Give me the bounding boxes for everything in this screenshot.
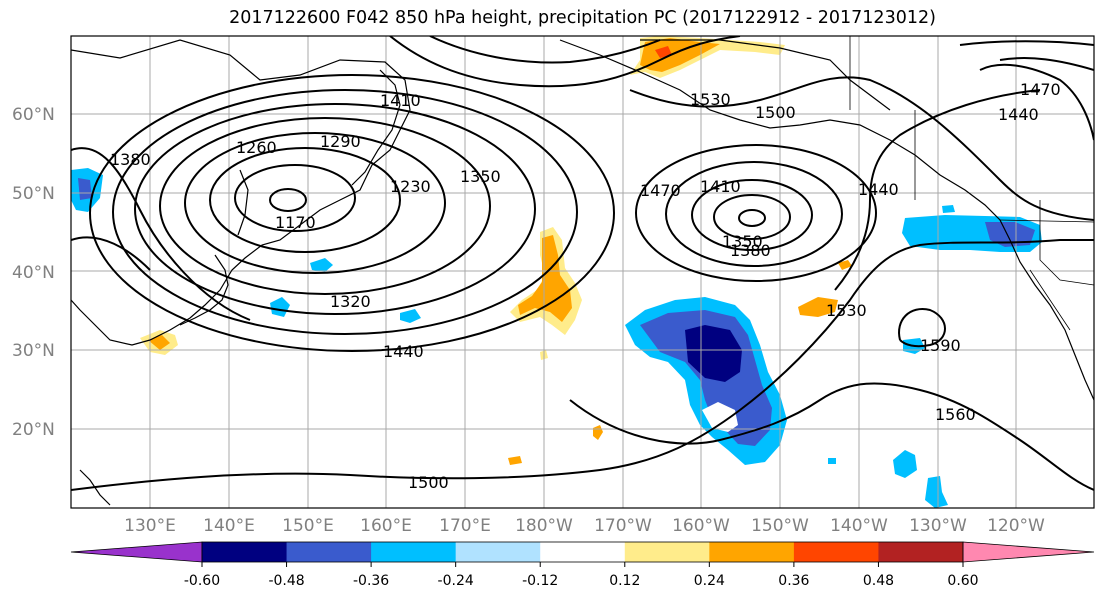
contour-label: 1380 [730, 241, 771, 260]
contour-label: 1440 [858, 180, 899, 199]
lat-label: 50°N [12, 184, 55, 204]
contour-label: 1410 [380, 91, 421, 110]
contour-1440-east [834, 89, 1041, 291]
contour-1380-west [71, 147, 251, 321]
colorbar-tick-label: 0.36 [778, 573, 809, 589]
kamchatka-coast [351, 69, 401, 186]
lat-label: 40°N [12, 263, 55, 283]
colorbar-swatch [286, 542, 372, 562]
latitude-labels: 60°N 50°N 40°N 30°N 20°N [12, 105, 55, 440]
precipitation-shading [71, 36, 1042, 508]
contour-label: 1560 [935, 405, 976, 424]
lon-label: 170°E [439, 516, 491, 536]
lon-label: 120°W [987, 516, 1045, 536]
contour-label: 1470 [1020, 80, 1061, 99]
lat-label: 20°N [12, 420, 55, 440]
contour-1500 [71, 239, 1094, 491]
colorbar-swatch [878, 542, 964, 562]
lon-label: 150°W [751, 516, 809, 536]
colorbar-extend-high [962, 541, 1095, 563]
colorbar-swatch [202, 542, 288, 562]
colorbar: -0.60 -0.48 -0.36 -0.24 -0.12 0.12 0.24 0.36 0.4… [70, 541, 1095, 589]
contour-1560 [569, 382, 1094, 491]
contour-label: 1380 [110, 150, 151, 169]
contour-label: 1410 [700, 177, 741, 196]
contour-low-east-1350 [738, 209, 766, 227]
contour-labels: 1260 1290 1230 1350 1170 1410 1470 1410 … [110, 80, 1061, 492]
contour-1530 [629, 76, 1094, 221]
colorbar-tick-label: -0.24 [438, 573, 474, 589]
contour-label: 1590 [920, 336, 961, 355]
graticule [71, 36, 1094, 508]
colorbar-tick-label: 0.12 [609, 573, 640, 589]
contour-label: 1530 [826, 301, 867, 320]
lon-label: 160°E [360, 516, 412, 536]
colorbar-tick-label: -0.36 [353, 573, 389, 589]
contour-1590 [898, 308, 946, 348]
lon-label: 160°W [672, 516, 730, 536]
map-title: 2017122600 F042 850 hPa height, precipit… [229, 8, 936, 28]
colorbar-tick-label: -0.48 [268, 573, 304, 589]
contour-label: 1230 [390, 177, 431, 196]
colorbar-swatch [455, 542, 541, 562]
colorbar-swatch [793, 542, 879, 562]
colorbar-swatch [540, 542, 626, 562]
contour-label: 1440 [998, 105, 1039, 124]
lon-label: 170°W [594, 516, 652, 536]
colorbar-tick-label: 0.24 [694, 573, 725, 589]
colorbar-tick-label: 0.48 [863, 573, 894, 589]
asia-coast [71, 39, 411, 346]
contour-label: 1170 [275, 213, 316, 232]
lon-label: 150°E [282, 516, 334, 536]
political-borders [849, 36, 1094, 331]
japan-coast [179, 254, 229, 326]
height-contours [71, 36, 1094, 491]
lon-label: 140°W [830, 516, 888, 536]
contour-label: 1440 [383, 342, 424, 361]
lon-label: 130°E [124, 516, 176, 536]
longitude-labels: 130°E 140°E 150°E 160°E 170°E 180°W 170°… [124, 516, 1045, 536]
colorbar-swatch [709, 542, 795, 562]
colorbar-tick-label: -0.60 [184, 573, 220, 589]
lat-label: 30°N [12, 341, 55, 361]
contour-label: 1260 [236, 138, 277, 157]
lon-label: 180°W [515, 516, 573, 536]
contour-label: 1350 [722, 232, 763, 251]
lon-label: 140°E [203, 516, 255, 536]
colorbar-tick-label: -0.12 [522, 573, 558, 589]
contour-label: 1530 [690, 90, 731, 109]
lon-label: 130°W [909, 516, 967, 536]
contour-top-ridge [389, 36, 741, 88]
contour-label: 1470 [640, 181, 681, 200]
contour-1410-west [71, 236, 151, 271]
contour-label: 1500 [755, 103, 796, 122]
contour-high-ne [979, 63, 1094, 141]
contour-label: 1500 [408, 473, 449, 492]
map-frame [70, 35, 1095, 509]
colorbar-swatch [624, 542, 710, 562]
contour-label: 1320 [330, 292, 371, 311]
colorbar-frame [201, 541, 964, 563]
colorbar-extend-low [70, 541, 203, 563]
contour-label: 1290 [320, 132, 361, 151]
colorbar-tick-label: 0.60 [947, 573, 978, 589]
contour-label: 1350 [460, 167, 501, 186]
colorbar-swatch [371, 542, 457, 562]
contour-low-west-1170 [269, 188, 307, 212]
lat-label: 60°N [12, 105, 55, 125]
